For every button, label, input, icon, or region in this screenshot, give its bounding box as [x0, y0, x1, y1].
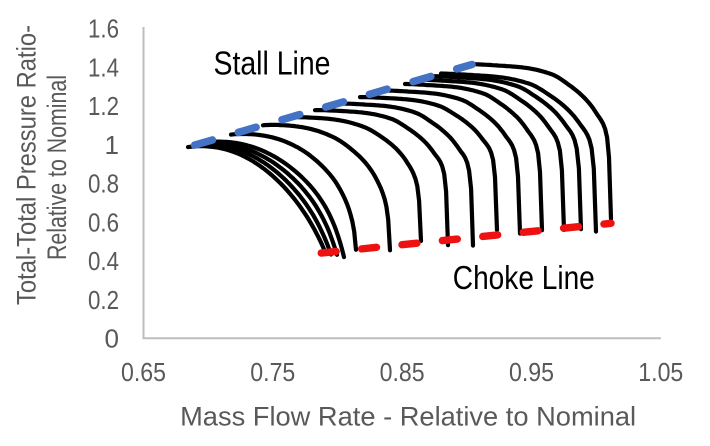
svg-text:0.4: 0.4: [88, 246, 119, 276]
svg-text:1.6: 1.6: [88, 14, 119, 44]
svg-text:Relative to Nominal: Relative to Nominal: [42, 75, 72, 260]
svg-text:1.4: 1.4: [88, 52, 119, 82]
svg-text:0.8: 0.8: [88, 169, 119, 199]
svg-text:0.2: 0.2: [88, 285, 119, 315]
svg-text:1.05: 1.05: [638, 357, 683, 387]
svg-text:0.6: 0.6: [88, 207, 119, 237]
svg-text:0.95: 0.95: [509, 357, 554, 387]
svg-text:Stall Line: Stall Line: [214, 44, 331, 81]
svg-text:1: 1: [105, 130, 120, 160]
svg-text:0.65: 0.65: [121, 357, 166, 387]
svg-text:0: 0: [105, 324, 120, 354]
svg-text:1.2: 1.2: [88, 91, 119, 121]
svg-text:0.75: 0.75: [250, 357, 295, 387]
svg-text:Mass Flow Rate - Relative to N: Mass Flow Rate - Relative to Nominal: [180, 402, 636, 432]
svg-text:Total-Total Pressure Ratio-: Total-Total Pressure Ratio-: [12, 25, 42, 305]
svg-text:0.85: 0.85: [380, 357, 425, 387]
svg-text:Choke Line: Choke Line: [453, 259, 595, 296]
